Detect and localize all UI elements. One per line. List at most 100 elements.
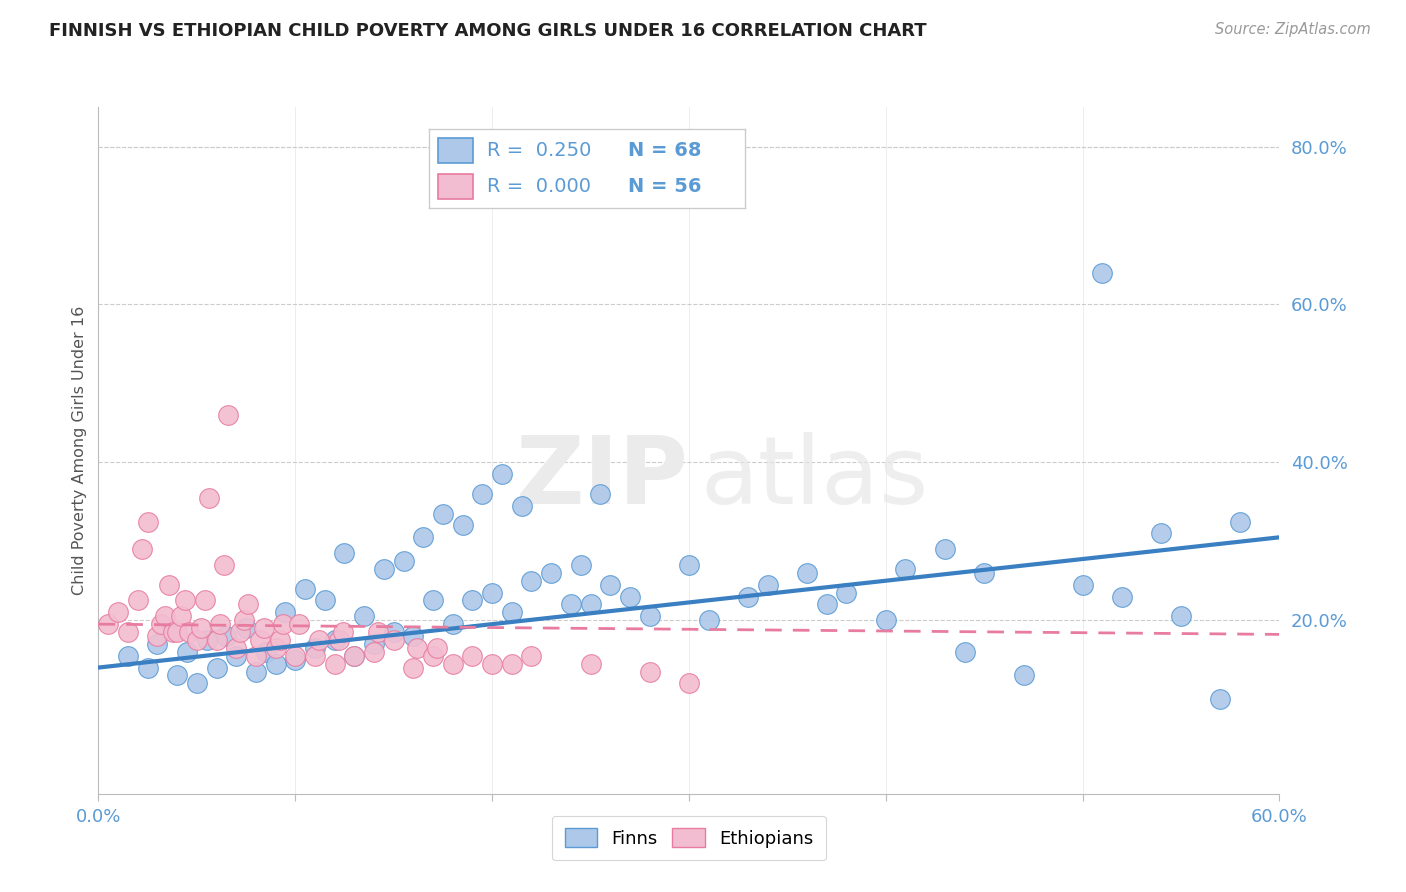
Point: [481, 657, 503, 671]
Point: [186, 676, 208, 690]
Point: [274, 605, 297, 619]
Point: [131, 542, 153, 557]
Point: [107, 605, 129, 619]
Point: [176, 645, 198, 659]
Point: [166, 668, 188, 682]
Point: [426, 640, 449, 655]
Text: R =  0.250: R = 0.250: [488, 141, 592, 160]
Point: [162, 625, 184, 640]
Point: [412, 530, 434, 544]
Point: [382, 632, 405, 647]
Point: [1209, 692, 1232, 706]
Point: [382, 625, 405, 640]
Point: [236, 598, 259, 612]
Point: [875, 613, 897, 627]
Point: [304, 648, 326, 663]
Point: [520, 574, 543, 588]
Point: [491, 467, 513, 482]
Text: Source: ZipAtlas.com: Source: ZipAtlas.com: [1215, 22, 1371, 37]
Point: [678, 676, 700, 690]
Point: [1012, 668, 1035, 682]
Legend: Finns, Ethiopians: Finns, Ethiopians: [553, 816, 825, 861]
Point: [217, 408, 239, 422]
Point: [314, 593, 336, 607]
Point: [323, 657, 346, 671]
Point: [157, 577, 180, 591]
Point: [170, 609, 193, 624]
Point: [249, 632, 271, 647]
Point: [146, 629, 169, 643]
Point: [471, 487, 494, 501]
Point: [373, 562, 395, 576]
Point: [402, 629, 425, 643]
Point: [284, 653, 307, 667]
Y-axis label: Child Poverty Among Girls Under 16: Child Poverty Among Girls Under 16: [72, 306, 87, 595]
Point: [501, 605, 523, 619]
Point: [363, 645, 385, 659]
Point: [225, 640, 247, 655]
Point: [678, 558, 700, 572]
Text: N = 68: N = 68: [628, 141, 702, 160]
Point: [894, 562, 917, 576]
Point: [599, 577, 621, 591]
Point: [402, 660, 425, 674]
Point: [1170, 609, 1192, 624]
Point: [209, 617, 232, 632]
Point: [363, 637, 385, 651]
Point: [273, 617, 295, 632]
Point: [1111, 590, 1133, 604]
Point: [117, 648, 139, 663]
Point: [174, 593, 197, 607]
Point: [205, 660, 228, 674]
Point: [194, 593, 217, 607]
Point: [136, 660, 159, 674]
Point: [406, 640, 429, 655]
Point: [481, 585, 503, 599]
Point: [835, 585, 858, 599]
Point: [756, 577, 779, 591]
Point: [638, 609, 661, 624]
FancyBboxPatch shape: [439, 174, 472, 199]
Point: [461, 648, 484, 663]
Point: [367, 625, 389, 640]
Point: [540, 566, 562, 580]
Point: [589, 487, 612, 501]
Point: [332, 625, 354, 640]
Point: [328, 632, 350, 647]
Point: [796, 566, 818, 580]
Text: FINNISH VS ETHIOPIAN CHILD POVERTY AMONG GIRLS UNDER 16 CORRELATION CHART: FINNISH VS ETHIOPIAN CHILD POVERTY AMONG…: [49, 22, 927, 40]
Point: [146, 637, 169, 651]
Point: [697, 613, 720, 627]
Point: [197, 491, 219, 505]
Point: [451, 518, 474, 533]
Point: [214, 558, 236, 572]
Point: [269, 632, 291, 647]
Point: [229, 625, 252, 640]
Point: [953, 645, 976, 659]
Point: [225, 648, 247, 663]
Point: [343, 648, 366, 663]
Point: [1229, 515, 1251, 529]
Point: [205, 632, 228, 647]
Point: [166, 625, 188, 640]
Point: [501, 657, 523, 671]
Text: ZIP: ZIP: [516, 432, 689, 524]
FancyBboxPatch shape: [439, 138, 472, 163]
Point: [579, 598, 602, 612]
Point: [934, 542, 956, 557]
Point: [1091, 266, 1114, 280]
Point: [343, 648, 366, 663]
Point: [294, 582, 316, 596]
Point: [392, 554, 415, 568]
Point: [422, 593, 444, 607]
Point: [737, 590, 759, 604]
Point: [441, 617, 464, 632]
Point: [155, 609, 177, 624]
Point: [195, 632, 218, 647]
Point: [235, 621, 257, 635]
Point: [1150, 526, 1173, 541]
Point: [422, 648, 444, 663]
Point: [117, 625, 139, 640]
Point: [520, 648, 543, 663]
Point: [815, 598, 838, 612]
